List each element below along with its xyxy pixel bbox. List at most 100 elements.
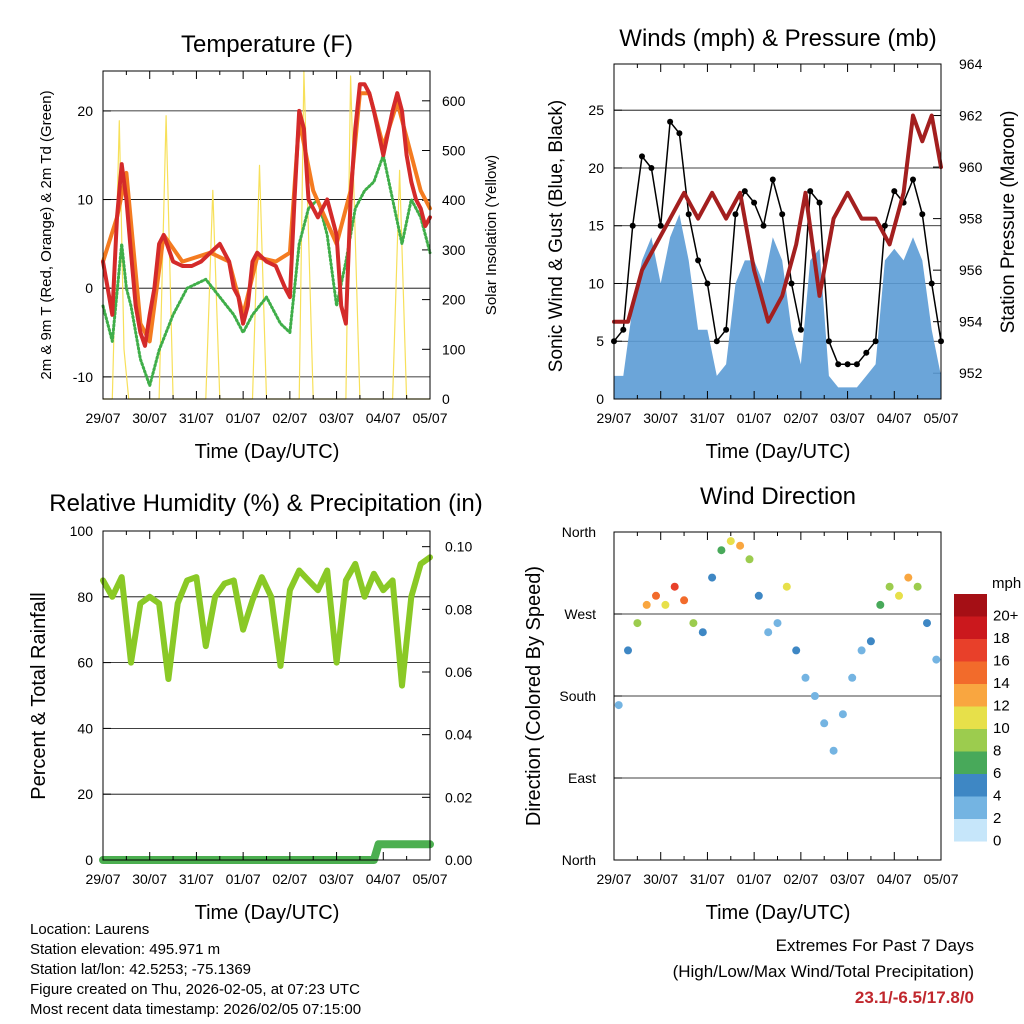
direction-point [857,646,866,655]
y2-tick-label: 964 [959,56,983,72]
colorbar-swatch [954,639,987,662]
winds-ylabel: Sonic Wind & Gust (Blue, Black) [546,100,567,372]
location-text: Location: Laurens [30,921,150,938]
direction-point [698,628,707,637]
timestamp-text: Most recent data timestamp: 2026/02/05 0… [30,1001,362,1018]
direction-title: Wind Direction [700,483,856,510]
y2-tick-label: 962 [959,108,983,124]
direction-point [866,637,875,646]
direction-point [885,582,894,591]
y2-tick-label: 952 [959,365,983,381]
direction-point [624,646,632,655]
temperature-xlabel: Time (Day/UTC) [195,441,340,463]
colorbar-swatch [954,796,987,819]
colorbar-label: 6 [993,765,1001,782]
direction-point [810,692,819,700]
direction-point [932,655,941,664]
y2-tick-label: 0.00 [445,852,472,868]
winds-y2label: Station Pressure (Maroon) [998,111,1019,334]
x-tick-label: 31/07 [179,871,214,887]
direction-point [876,600,885,609]
direction-point [829,746,838,755]
winds-plot-area: 0 5 10 15 20 25 952 954 956 958 960 962 964 29/07 30/0… [588,56,982,426]
colorbar-swatch [954,729,987,752]
relative-humidity-line [100,554,433,689]
y-tick-label: 10 [588,275,604,291]
humidity-panel: Relative Humidity (%) & Precipitation (i… [28,490,483,924]
y-tick-label: 40 [77,720,93,736]
direction-tick-label: East [568,770,596,786]
y2-tick-label: 300 [442,242,466,258]
temperature-frame [102,70,431,400]
direction-point [904,573,913,582]
dewpoint-line [101,153,432,388]
y2-tick-label: 956 [959,262,983,278]
colorbar-title: mph [992,575,1021,592]
x-tick-label: 03/07 [319,871,354,887]
direction-point [754,591,763,600]
extremes-title: Extremes For Past 7 Days [775,936,974,955]
direction-point [726,537,735,546]
x-tick-label: 02/07 [783,410,818,426]
y-tick-label: 60 [77,655,93,671]
colorbar-label: 2 [993,810,1001,827]
humidity-plot-area: 0 20 40 60 80 100 0.00 0.02 0.04 0.06 0.08 0.10 29/0… [70,523,473,887]
direction-point [820,719,829,728]
extremes-values: 23.1/-6.5/17.8/0 [854,988,974,1007]
y-tick-label: 0 [85,280,93,296]
direction-point [792,646,801,655]
created-text: Figure created on Thu, 2026-02-05, at 07… [30,981,360,998]
direction-point [689,619,698,628]
direction-point [642,600,651,609]
direction-point [764,628,773,637]
direction-ylabel: Direction (Colored By Speed) [523,566,545,826]
direction-point [782,582,791,591]
winds-frame [613,63,942,400]
x-tick-label: 30/07 [132,410,167,426]
direction-point [773,619,782,628]
x-tick-label: 02/07 [272,871,307,887]
y2-tick-label: 600 [442,93,466,109]
x-tick-label: 29/07 [85,871,120,887]
x-tick-label: 31/07 [690,410,725,426]
x-tick-label: 04/07 [877,871,912,887]
y2-tick-label: 0.02 [445,789,472,805]
direction-point [680,596,689,605]
colorbar-label: 20+ [993,607,1019,624]
y-tick-label: 20 [77,103,93,119]
colorbar-label: 4 [993,787,1001,804]
temperature-title: Temperature (F) [181,31,353,58]
x-tick-label: 05/07 [412,410,447,426]
y2-tick-label: 0.10 [445,539,472,555]
colorbar-swatch [954,661,987,684]
x-tick-label: 04/07 [366,871,401,887]
y2-tick-label: 0.06 [445,664,472,680]
y-tick-label: 5 [596,333,604,349]
y2-tick-label: 400 [442,192,466,208]
x-tick-label: 29/07 [596,871,631,887]
x-tick-label: 05/07 [923,871,958,887]
y-tick-label: 15 [588,218,604,234]
humidity-xlabel: Time (Day/UTC) [195,902,340,924]
y2-tick-label: 100 [442,341,466,357]
direction-tick-label: West [564,606,596,622]
y2-tick-label: 200 [442,292,466,308]
elevation-text: Station elevation: 495.971 m [30,941,221,958]
direction-tick-label: North [562,852,596,868]
colorbar-label: 18 [993,630,1010,647]
direction-frame [613,531,942,861]
humidity-title: Relative Humidity (%) & Precipitation (i… [49,490,482,517]
colorbar-swatch [954,774,987,797]
solar-insolation-line [102,70,431,400]
colorbar-swatch [954,594,987,617]
direction-point [838,710,847,719]
direction-point [736,541,745,550]
direction-point [848,673,857,682]
humidity-frame [102,530,431,861]
colorbar-label: 12 [993,697,1010,714]
y-tick-label: 20 [588,160,604,176]
x-tick-label: 31/07 [179,410,214,426]
winds-panel: Winds (mph) & Pressure (mb) Time (Day/UT… [546,25,1019,463]
temp-2m-line [101,82,432,348]
